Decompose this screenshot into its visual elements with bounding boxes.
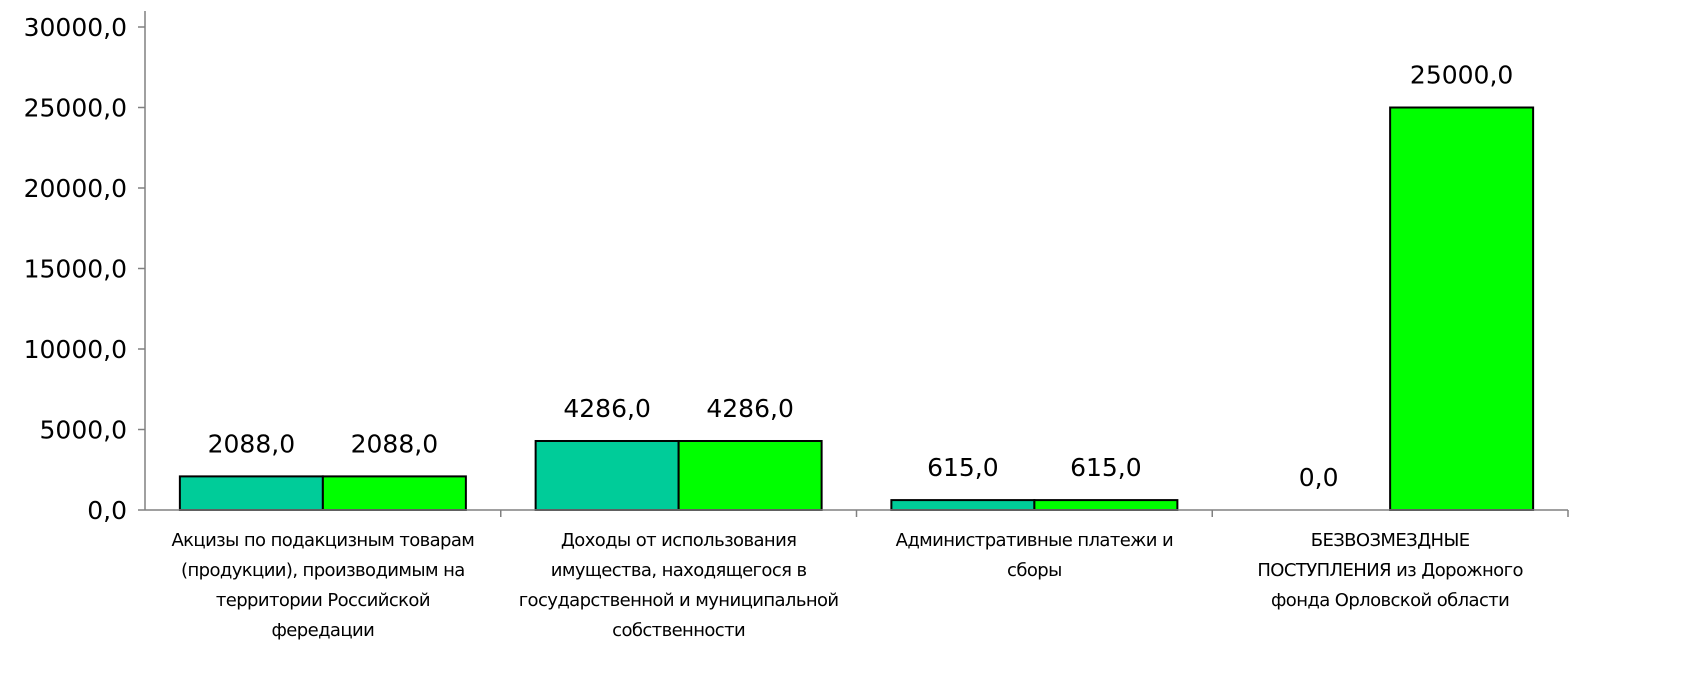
data-label: 4286,0 [563, 394, 650, 423]
bar-2 [321, 475, 467, 512]
data-label: 4286,0 [706, 394, 793, 423]
y-axis-ticks: 0,0 5000,0 10000,0 15000,0 20000,0 25000,0 300… [24, 13, 145, 525]
category-label: Акцизы по подакцизным товарам (продукции)… [171, 530, 474, 641]
y-tick-label: 0,0 [87, 496, 127, 525]
y-tick-label: 25000,0 [24, 94, 127, 123]
data-label: 25000,0 [1410, 61, 1513, 90]
data-label: 615,0 [927, 453, 999, 482]
y-tick-label: 10000,0 [24, 335, 127, 364]
bar-2 [1389, 106, 1535, 511]
y-tick-label: 15000,0 [24, 255, 127, 284]
category-label: БЕЗВОЗМЕЗДНЫЕ ПОСТУПЛЕНИЯ из Дорожного фон… [1257, 530, 1523, 611]
category-labels: Акцизы по подакцизным товарам (продукции)… [171, 530, 1524, 641]
bars [178, 106, 1535, 512]
category-label: Административные платежи и сборы [896, 530, 1174, 581]
bar-1 [890, 499, 1036, 512]
bar-2 [1033, 499, 1179, 512]
y-tick-label: 20000,0 [24, 174, 127, 203]
data-label: 0,0 [1299, 463, 1339, 492]
data-label: 2088,0 [351, 429, 438, 458]
y-tick-label: 30000,0 [24, 13, 127, 42]
data-label: 2088,0 [208, 429, 295, 458]
y-tick-label: 5000,0 [40, 416, 127, 445]
bar-1 [534, 439, 680, 511]
category-label: Доходы от использования имущества, находя… [519, 530, 839, 641]
data-label: 615,0 [1070, 453, 1142, 482]
data-labels: 2088,0 2088,0 4286,0 4286,0 615,0 615,0 0,0 250… [208, 61, 1514, 493]
bar-2 [677, 439, 823, 511]
bar-1 [178, 475, 324, 512]
x-axis-ticks [500, 510, 1569, 517]
